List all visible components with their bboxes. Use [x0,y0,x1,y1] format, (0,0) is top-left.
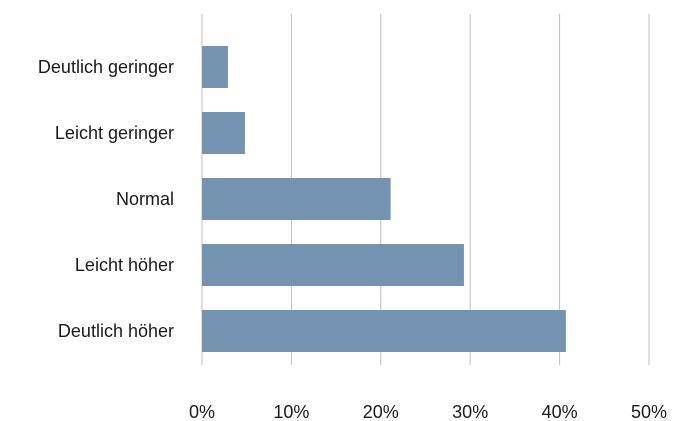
bars [202,46,566,352]
category-label: Leicht höher [75,255,174,275]
x-tick-label: 10% [273,402,309,421]
x-tick-label: 20% [363,402,399,421]
bar [202,178,391,220]
bar [202,244,464,286]
x-tick-label: 30% [452,402,488,421]
x-tick-label: 0% [189,402,215,421]
category-label: Deutlich geringer [38,57,174,77]
category-label: Deutlich höher [58,321,174,341]
category-labels: Deutlich geringer Leicht geringer Normal Le… [38,57,174,341]
bar [202,46,228,88]
x-tick-label: 40% [542,402,578,421]
x-tick-labels: 0% 10% 20% 30% 40% 50% [189,402,667,421]
bar [202,310,566,352]
category-label: Leicht geringer [55,123,174,143]
bar [202,112,245,154]
x-tick-label: 50% [631,402,667,421]
category-label: Normal [116,189,174,209]
